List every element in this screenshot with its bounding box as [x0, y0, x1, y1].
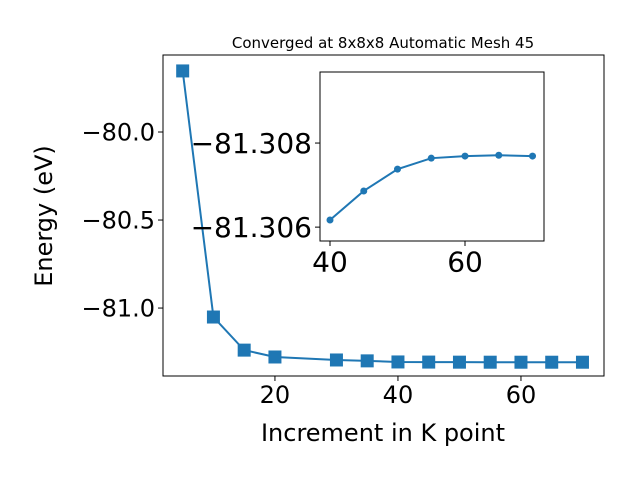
marker [237, 343, 251, 357]
marker [529, 152, 537, 160]
chart-title: Converged at 8x8x8 Automatic Mesh 45 [232, 34, 534, 52]
marker [422, 355, 436, 369]
x-tick-label: 40 [383, 381, 414, 409]
axes-frame [319, 71, 545, 242]
axes-frame [162, 54, 605, 377]
x-tick-label: 60 [447, 245, 483, 278]
marker [391, 355, 405, 369]
x-axis-label: Increment in K point [261, 419, 505, 447]
marker [360, 354, 374, 368]
marker [575, 355, 589, 369]
y-axis-label: Energy (eV) [30, 145, 58, 287]
marker [176, 64, 190, 78]
x-tick-label: 60 [506, 381, 537, 409]
marker [329, 353, 343, 367]
y-tick-label: −81.0 [81, 295, 155, 323]
marker [461, 152, 469, 160]
marker [268, 350, 282, 364]
y-tick-label: −81.308 [191, 127, 312, 160]
marker [483, 355, 497, 369]
marker [427, 154, 435, 162]
x-tick-label: 20 [260, 381, 291, 409]
marker [326, 216, 334, 224]
x-tick-label: 40 [312, 245, 348, 278]
marker [360, 187, 368, 195]
marker [495, 151, 503, 159]
marker [514, 355, 528, 369]
y-tick-label: −81.306 [191, 211, 312, 244]
marker [206, 310, 220, 324]
marker [545, 355, 559, 369]
y-tick-label: −80.0 [81, 119, 155, 147]
marker [394, 165, 402, 173]
y-tick-label: −80.5 [81, 207, 155, 235]
marker [452, 355, 466, 369]
